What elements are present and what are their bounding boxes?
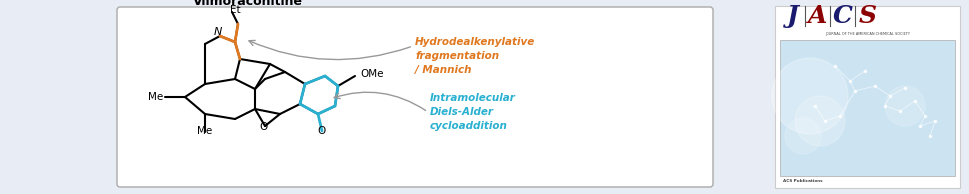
Circle shape (795, 96, 845, 146)
Circle shape (785, 118, 821, 154)
Text: ACS Publications: ACS Publications (783, 179, 823, 183)
Text: Vilmoraconitine: Vilmoraconitine (193, 0, 303, 8)
Text: C: C (833, 4, 853, 28)
Circle shape (885, 86, 925, 126)
Text: Me: Me (147, 92, 163, 102)
Text: Intramolecular
Diels-Alder
cycloaddition: Intramolecular Diels-Alder cycloaddition (430, 93, 516, 131)
Text: O: O (260, 122, 268, 132)
Text: O: O (318, 126, 327, 136)
Text: Hydrodealkenylative
fragmentation
/ Mannich: Hydrodealkenylative fragmentation / Mann… (415, 37, 535, 75)
Text: JOURNAL OF THE AMERICAN CHEMICAL SOCIETY: JOURNAL OF THE AMERICAN CHEMICAL SOCIETY (825, 32, 910, 36)
Text: S: S (859, 4, 877, 28)
Text: Et: Et (230, 5, 240, 15)
Text: A: A (808, 4, 828, 28)
Text: Me: Me (198, 126, 212, 136)
Circle shape (772, 58, 848, 134)
FancyBboxPatch shape (775, 6, 960, 188)
FancyBboxPatch shape (117, 7, 713, 187)
Text: OMe: OMe (360, 69, 384, 79)
FancyBboxPatch shape (780, 40, 955, 176)
Text: N: N (214, 27, 222, 37)
Text: J: J (787, 4, 798, 28)
